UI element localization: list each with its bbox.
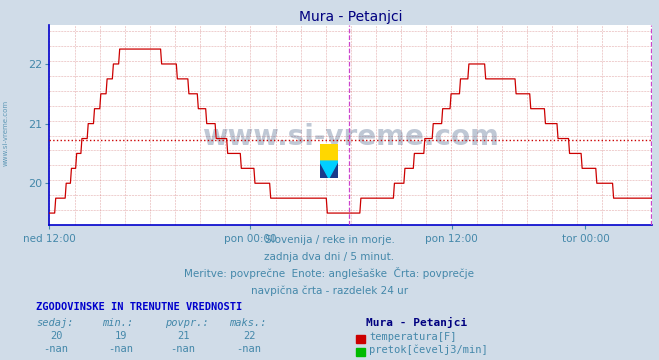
Polygon shape (320, 144, 338, 178)
Polygon shape (320, 144, 338, 161)
Text: -nan: -nan (237, 344, 262, 354)
Text: -nan: -nan (171, 344, 196, 354)
Text: Slovenija / reke in morje.: Slovenija / reke in morje. (264, 235, 395, 245)
Text: -nan: -nan (108, 344, 133, 354)
Text: sedaj:: sedaj: (36, 318, 74, 328)
Text: ZGODOVINSKE IN TRENUTNE VREDNOSTI: ZGODOVINSKE IN TRENUTNE VREDNOSTI (36, 302, 243, 312)
Text: 21: 21 (177, 331, 189, 341)
Text: maks.:: maks.: (229, 318, 267, 328)
Text: povpr.:: povpr.: (165, 318, 208, 328)
Text: Meritve: povprečne  Enote: anglešaške  Črta: povprečje: Meritve: povprečne Enote: anglešaške Črt… (185, 267, 474, 279)
Text: -nan: -nan (43, 344, 69, 354)
Text: navpična črta - razdelek 24 ur: navpična črta - razdelek 24 ur (251, 285, 408, 296)
Text: 22: 22 (243, 331, 255, 341)
Text: temperatura[F]: temperatura[F] (369, 332, 457, 342)
Text: www.si-vreme.com: www.si-vreme.com (3, 100, 9, 166)
Polygon shape (320, 161, 338, 178)
Text: 19: 19 (115, 331, 127, 341)
Text: zadnja dva dni / 5 minut.: zadnja dva dni / 5 minut. (264, 252, 395, 262)
Title: Mura - Petanjci: Mura - Petanjci (299, 10, 403, 24)
Text: Mura - Petanjci: Mura - Petanjci (366, 317, 467, 328)
Text: min.:: min.: (102, 318, 133, 328)
Text: pretok[čevelj3/min]: pretok[čevelj3/min] (369, 344, 488, 355)
Text: 20: 20 (50, 331, 62, 341)
Text: www.si-vreme.com: www.si-vreme.com (202, 123, 500, 151)
